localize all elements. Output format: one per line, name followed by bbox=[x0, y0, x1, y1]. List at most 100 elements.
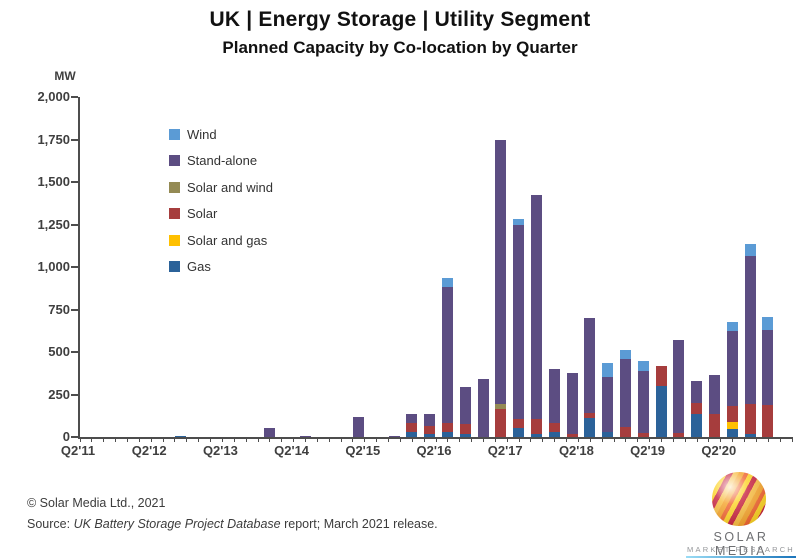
x-axis-tick bbox=[566, 437, 568, 442]
x-axis-tick bbox=[755, 437, 757, 442]
x-axis-tick bbox=[696, 437, 698, 442]
segment-solar bbox=[744, 404, 756, 434]
segment-solar bbox=[637, 433, 649, 437]
solar-media-logo: SOLAR MEDIA MARKET RESEARCH bbox=[686, 472, 796, 558]
chart-title: UK | Energy Storage | Utility Segment bbox=[209, 8, 591, 31]
y-axis-tick bbox=[71, 393, 78, 396]
segment-wind bbox=[620, 350, 631, 359]
segment-solar bbox=[442, 423, 453, 432]
bar-q2-20 bbox=[726, 322, 738, 437]
segment-stand-alone bbox=[406, 414, 418, 423]
x-axis-tick bbox=[506, 437, 508, 442]
y-axis-tick bbox=[71, 96, 78, 98]
segment-stand-alone bbox=[495, 140, 507, 404]
chart-legend: Wind Stand-alone Solar and wind Solar Solar … bbox=[169, 121, 273, 280]
segment-wind bbox=[602, 363, 614, 377]
segment-solar-and-wind bbox=[495, 404, 507, 409]
segment-stand-alone bbox=[620, 359, 631, 427]
x-axis-tick bbox=[447, 437, 449, 442]
x-axis-tick bbox=[613, 437, 615, 442]
x-axis-tick bbox=[779, 437, 781, 442]
x-axis-tick bbox=[198, 437, 200, 442]
x-axis-tick bbox=[601, 437, 603, 442]
legend-label: Stand-alone bbox=[187, 153, 258, 169]
segment-stand-alone bbox=[637, 371, 649, 433]
segment-stand-alone bbox=[709, 375, 720, 414]
logo-title: SOLAR MEDIA bbox=[713, 530, 769, 558]
x-axis-tick bbox=[162, 437, 164, 442]
segment-wind bbox=[726, 322, 738, 331]
x-axis-tick bbox=[352, 437, 354, 442]
x-axis-tick bbox=[791, 437, 793, 442]
y-axis-tick-label: 250 bbox=[48, 386, 70, 402]
x-axis-tick bbox=[150, 437, 152, 442]
x-axis-tick bbox=[672, 437, 674, 442]
x-axis-tick bbox=[649, 437, 651, 442]
x-axis-tick bbox=[388, 437, 390, 442]
segment-gas bbox=[602, 432, 614, 437]
x-axis-tick bbox=[281, 437, 283, 442]
segment-stand-alone bbox=[548, 369, 560, 423]
bar-q4-20 bbox=[762, 317, 774, 437]
x-axis-tick bbox=[126, 437, 128, 442]
segment-solar bbox=[513, 419, 525, 428]
y-axis-tick bbox=[71, 181, 78, 183]
x-axis-tick bbox=[482, 437, 484, 442]
x-axis-tick bbox=[435, 437, 437, 442]
segment-stand-alone bbox=[726, 331, 738, 406]
segment-gas bbox=[424, 434, 436, 437]
y-axis-tick-label: 1,500 bbox=[37, 174, 70, 189]
bar-q4-15 bbox=[406, 414, 418, 437]
source-prefix: Source: bbox=[27, 517, 74, 531]
legend-item-stand-alone: Stand-alone bbox=[169, 148, 273, 175]
bar-q2-18 bbox=[584, 318, 596, 437]
x-axis-tick bbox=[423, 437, 425, 442]
copyright-text: © Solar Media Ltd., 2021 bbox=[27, 496, 166, 510]
x-axis-tick-label: Q2'13 bbox=[202, 443, 238, 458]
bar-q4-17 bbox=[548, 369, 560, 437]
x-axis-tick bbox=[316, 437, 318, 442]
logo-subtitle: MARKET RESEARCH bbox=[687, 545, 795, 554]
bar-q3-15 bbox=[388, 436, 400, 437]
segment-gas bbox=[175, 436, 186, 437]
y-axis-tick bbox=[71, 436, 78, 438]
legend-item-solar-and-wind: Solar and wind bbox=[169, 174, 273, 201]
bar-q1-20 bbox=[709, 375, 720, 437]
segment-solar bbox=[566, 434, 578, 437]
x-axis-tick bbox=[293, 437, 295, 442]
x-axis-tick bbox=[542, 437, 544, 442]
x-axis-tick bbox=[589, 437, 591, 442]
x-axis-tick bbox=[304, 437, 306, 442]
y-axis-tick bbox=[71, 351, 78, 353]
segment-solar bbox=[673, 433, 685, 437]
segment-gas bbox=[726, 429, 738, 437]
x-axis-tick bbox=[328, 437, 330, 442]
legend-item-wind: Wind bbox=[169, 121, 273, 148]
x-axis-tick bbox=[186, 437, 188, 442]
x-axis-tick-label: Q2'11 bbox=[60, 443, 96, 458]
x-axis-labels: Q2'11 Q2'12 Q2'13 Q2'14 Q2'15 Q2'16 Q2'17 Q2'18… bbox=[61, 443, 790, 461]
segment-stand-alone bbox=[513, 225, 525, 419]
legend-label: Solar and gas bbox=[187, 232, 268, 248]
segment-solar bbox=[709, 414, 720, 437]
x-axis-tick bbox=[459, 437, 461, 442]
bar-q1-15 bbox=[353, 417, 364, 437]
y-axis-tick-label: 500 bbox=[48, 344, 70, 359]
segment-gas bbox=[548, 432, 560, 437]
segment-stand-alone bbox=[691, 381, 703, 403]
legend-label: Solar and wind bbox=[187, 179, 273, 195]
y-axis-tick bbox=[71, 308, 78, 311]
x-axis-tick-label: Q2'12 bbox=[131, 443, 167, 458]
segment-gas bbox=[442, 432, 453, 437]
x-axis-tick bbox=[720, 437, 722, 442]
bar-q3-12 bbox=[175, 436, 186, 437]
legend-item-solar-and-gas: Solar and gas bbox=[169, 227, 273, 254]
segment-wind bbox=[442, 278, 453, 287]
segment-wind bbox=[513, 219, 525, 225]
x-axis-tick bbox=[411, 437, 413, 442]
y-axis-tick-label: 0 bbox=[62, 429, 70, 444]
x-axis-tick bbox=[340, 437, 342, 442]
x-axis-tick bbox=[732, 437, 734, 442]
legend-swatch-icon bbox=[169, 208, 180, 220]
logo-sphere-icon bbox=[712, 472, 766, 526]
